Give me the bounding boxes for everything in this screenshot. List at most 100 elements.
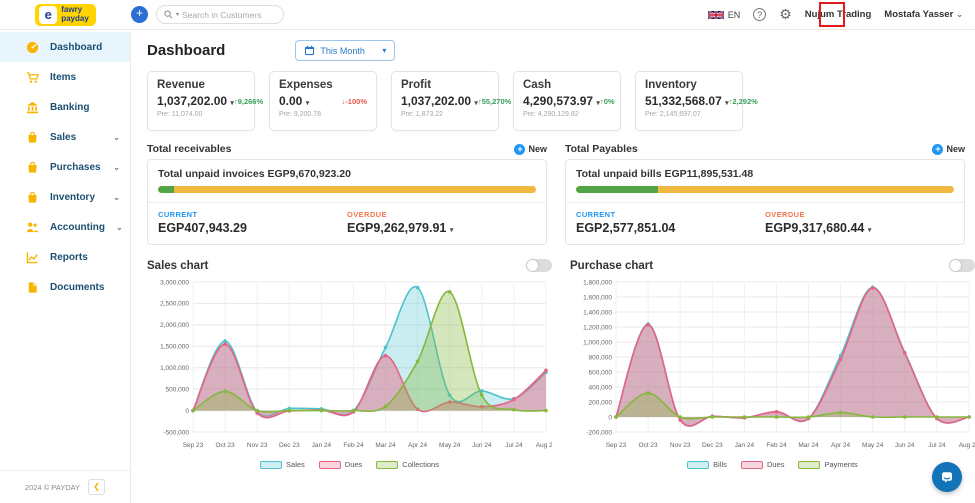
language-selector[interactable]: EN — [707, 10, 740, 20]
sales-chart: -500,000 0 500,000 1,000,000 1,500,000 2,000,… — [160, 279, 557, 449]
bank-icon — [26, 101, 39, 113]
search-icon — [164, 10, 173, 19]
svg-text:1,500,000: 1,500,000 — [160, 344, 189, 351]
period-label: This Month — [320, 45, 365, 56]
trend-badge: ↑9,266% — [233, 96, 264, 106]
svg-text:Oct 23: Oct 23 — [216, 442, 236, 449]
svg-text:Aug 24: Aug 24 — [959, 442, 975, 449]
sidebar-item-label: Purchases — [50, 161, 101, 173]
global-search[interactable]: ▾ — [156, 5, 284, 24]
payables-progress-bar — [576, 186, 954, 193]
chat-widget-button[interactable] — [932, 462, 962, 492]
sidebar-item-sales[interactable]: Sales ⌄ — [0, 122, 130, 152]
people-icon — [26, 222, 39, 232]
svg-text:Aug 24: Aug 24 — [536, 442, 552, 449]
sidebar-item-accounting[interactable]: Accounting ⌄ — [0, 212, 130, 242]
sidebar-item-reports[interactable]: Reports — [0, 242, 130, 272]
shopping-bag-icon — [28, 161, 37, 173]
sidebar-item-purchases[interactable]: Purchases ⌄ — [0, 152, 130, 182]
legend-item[interactable]: Bills — [687, 460, 727, 469]
user-menu[interactable]: Mostafa Yasser ⌄ — [884, 9, 963, 20]
legend-swatch — [318, 460, 341, 469]
legend-item[interactable]: Payments — [798, 460, 858, 469]
sidebar-item-inventory[interactable]: Inventory ⌄ — [0, 182, 130, 212]
sidebar-item-documents[interactable]: Documents — [0, 272, 130, 302]
sidebar-item-label: Reports — [50, 251, 88, 263]
new-bill-button[interactable]: + New — [932, 143, 965, 155]
svg-text:Apr 24: Apr 24 — [408, 442, 428, 449]
dashboard-icon — [26, 41, 39, 53]
sidebar: Dashboard Items Banking Sales ⌄ Purchase… — [0, 30, 131, 503]
svg-text:Sep 23: Sep 23 — [183, 442, 204, 449]
sales-chart-legend: Sales Dues Collections — [147, 460, 552, 469]
kpi-previous: Pre: 2,145,697.07 — [645, 111, 701, 118]
logo[interactable]: e fawry payday — [0, 3, 131, 26]
svg-text:Mar 24: Mar 24 — [375, 442, 396, 449]
svg-text:Jun 24: Jun 24 — [472, 442, 492, 449]
document-icon — [28, 281, 37, 293]
current-value: EGP407,943.29 — [158, 221, 247, 235]
payables-title: Total Payables — [565, 143, 638, 155]
kpi-previous: Pre: 11,074.00 — [157, 111, 203, 118]
kpi-title: Cash — [523, 79, 552, 91]
svg-text:Jun 24: Jun 24 — [895, 442, 915, 449]
sales-chart-toggle[interactable] — [526, 259, 552, 272]
overdue-value-dropdown[interactable]: EGP9,317,680.44 ▾ — [765, 221, 872, 235]
sidebar-item-items[interactable]: Items — [0, 62, 130, 92]
sales-chart-title: Sales chart — [147, 259, 209, 272]
legend-swatch — [376, 460, 399, 469]
settings-gear-icon[interactable]: ⚙ — [779, 6, 792, 22]
overdue-label: OVERDUE — [765, 210, 805, 219]
kpi-value-dropdown[interactable]: 4,290,573.97 ▾ — [523, 94, 600, 108]
caret-down-icon: ▾ — [596, 100, 600, 107]
current-value: EGP2,577,851.04 — [576, 221, 676, 235]
sidebar-collapse-button[interactable]: ❮ — [88, 479, 106, 495]
payables-progress-fill — [576, 186, 659, 193]
company-name[interactable]: Nujum Trading — [804, 9, 872, 20]
kpi-title: Expenses — [279, 79, 333, 91]
legend-swatch — [260, 460, 283, 469]
kpi-value-dropdown[interactable]: 1,037,202.00 ▾ — [401, 94, 478, 108]
legend-label: Sales — [286, 460, 305, 469]
sidebar-item-label: Dashboard — [50, 41, 103, 53]
purchase-chart: -200,000 0 200,000 400,000 600,000 800,000 1,0… — [583, 279, 975, 449]
unpaid-invoices-summary: Total unpaid invoices EGP9,670,923.20 — [158, 168, 351, 180]
legend-item[interactable]: Sales — [260, 460, 305, 469]
purchase-chart-toggle[interactable] — [949, 259, 975, 272]
sidebar-item-label: Items — [50, 71, 77, 83]
legend-item[interactable]: Collections — [376, 460, 439, 469]
svg-text:-500,000: -500,000 — [163, 429, 189, 436]
sidebar-item-dashboard[interactable]: Dashboard — [0, 32, 130, 62]
svg-text:1,800,000: 1,800,000 — [583, 279, 612, 286]
svg-text:500,000: 500,000 — [166, 386, 190, 393]
legend-item[interactable]: Dues — [318, 460, 362, 469]
legend-swatch — [687, 460, 710, 469]
trend-badge: ↑2,292% — [728, 96, 758, 106]
sidebar-item-label: Inventory — [50, 191, 96, 203]
main-content: Dashboard This Month ▾ Revenue 1,037,202… — [132, 30, 975, 503]
kpi-value-dropdown[interactable]: 1,037,202.00 ▾ — [157, 94, 234, 108]
svg-text:Nov 23: Nov 23 — [247, 442, 268, 449]
svg-text:Jan 24: Jan 24 — [735, 442, 755, 449]
svg-text:2,500,000: 2,500,000 — [160, 301, 189, 308]
caret-down-icon: ▾ — [725, 100, 729, 107]
search-input[interactable] — [182, 9, 269, 20]
kpi-value-dropdown[interactable]: 51,332,568.07 ▾ — [645, 94, 729, 108]
legend-item[interactable]: Dues — [740, 460, 784, 469]
svg-text:2,000,000: 2,000,000 — [160, 322, 189, 329]
kpi-row: Revenue 1,037,202.00 ▾ ↑9,266% Pre: 11,0… — [132, 67, 975, 139]
svg-text:May 24: May 24 — [862, 442, 884, 449]
sidebar-item-banking[interactable]: Banking — [0, 92, 130, 122]
search-scope-caret-icon[interactable]: ▾ — [176, 12, 180, 18]
svg-text:600,000: 600,000 — [589, 369, 613, 376]
overdue-value-dropdown[interactable]: EGP9,262,979.91 ▾ — [347, 221, 454, 235]
new-invoice-button[interactable]: + New — [514, 143, 547, 155]
svg-text:400,000: 400,000 — [589, 384, 613, 391]
calendar-icon — [305, 45, 315, 56]
help-icon[interactable]: ? — [753, 8, 767, 21]
period-selector[interactable]: This Month ▾ — [295, 40, 396, 61]
kpi-value-dropdown[interactable]: 0.00 ▾ — [279, 94, 310, 108]
quick-add-button[interactable]: + — [131, 6, 148, 23]
sidebar-item-label: Banking — [50, 101, 90, 113]
